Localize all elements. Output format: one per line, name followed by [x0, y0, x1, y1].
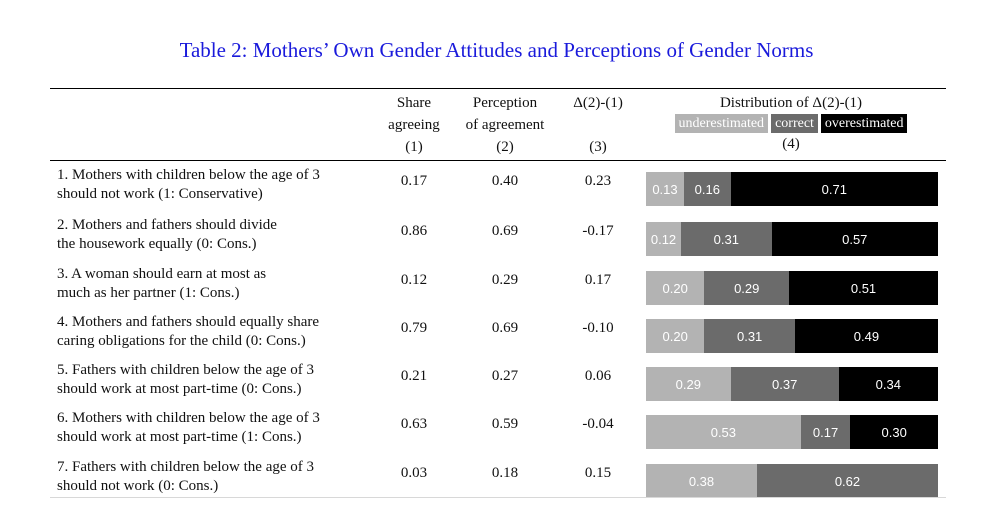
- segment-underestimated: 0.53: [646, 415, 801, 449]
- header-distribution: Distribution of Δ(2)-(1) underestimated …: [645, 92, 937, 155]
- header-line: (1): [405, 139, 423, 155]
- segment-overestimated: 0.57: [771, 222, 938, 256]
- row-label: 7. Fathers with children below the age o…: [57, 458, 377, 496]
- row-label: 4. Mothers and fathers should equally sh…: [57, 313, 377, 351]
- segment-underestimated: 0.20: [646, 319, 705, 353]
- share-cell: 0.12: [400, 272, 428, 288]
- table-row: 4. Mothers and fathers should equally sh…: [0, 313, 993, 361]
- segment-underestimated: 0.38: [646, 464, 757, 498]
- share-cell: 0.63: [400, 416, 428, 432]
- distribution-bar: 0.38 0.62: [646, 464, 938, 498]
- row-label: 6. Mothers with children below the age o…: [57, 409, 377, 447]
- distribution-bar: 0.29 0.37 0.34: [646, 367, 938, 401]
- row-label: 2. Mothers and fathers should divide the …: [57, 216, 377, 254]
- delta-cell: -0.04: [582, 416, 614, 432]
- delta-cell: 0.17: [584, 272, 612, 288]
- segment-overestimated: 0.34: [838, 367, 938, 401]
- row-label-line: caring obligations for the child (0: Con…: [57, 333, 306, 349]
- header-line: Δ(2)-(1): [573, 95, 623, 111]
- header-line: (2): [496, 139, 514, 155]
- table-title: Table 2: Mothers’ Own Gender Attitudes a…: [179, 38, 814, 62]
- row-label-line: should work at most part-time (0: Cons.): [57, 381, 302, 397]
- row-label-line: much as her partner (1: Cons.): [57, 285, 240, 301]
- legend-correct: correct: [771, 114, 818, 133]
- header-line: of agreement: [465, 117, 545, 133]
- table-row: 2. Mothers and fathers should divide the …: [0, 216, 993, 264]
- row-label-line: 5. Fathers with children below the age o…: [57, 362, 315, 378]
- share-cell: 0.17: [400, 173, 428, 189]
- row-label: 3. A woman should earn at most as much as…: [57, 265, 377, 303]
- legend-overestimated: overestimated: [820, 114, 908, 133]
- table-row: 7. Fathers with children below the age o…: [0, 458, 993, 506]
- bottom-rule: [50, 497, 946, 498]
- table-row: 6. Mothers with children below the age o…: [0, 409, 993, 457]
- distribution-bar: 0.13 0.16 0.71: [646, 172, 938, 206]
- top-rule: [50, 88, 946, 90]
- row-label: 5. Fathers with children below the age o…: [57, 361, 377, 399]
- table-row: 3. A woman should earn at most as much as…: [0, 265, 993, 313]
- header-rule: [50, 160, 946, 161]
- table-row: 5. Fathers with children below the age o…: [0, 361, 993, 409]
- header-delta: Δ(2)-(1) (3): [558, 92, 638, 158]
- table-row: 1. Mothers with children below the age o…: [0, 166, 993, 214]
- row-label: 1. Mothers with children below the age o…: [57, 166, 377, 204]
- delta-cell: -0.17: [582, 223, 614, 239]
- perception-cell: 0.18: [491, 465, 519, 481]
- legend: underestimated correct overestimated: [645, 114, 937, 133]
- header-line: agreeing: [388, 117, 440, 133]
- segment-correct: 0.31: [681, 222, 772, 256]
- perception-cell: 0.27: [491, 368, 519, 384]
- segment-overestimated: 0.49: [794, 319, 938, 353]
- row-label-line: 7. Fathers with children below the age o…: [57, 459, 315, 475]
- perception-cell: 0.69: [491, 223, 519, 239]
- row-label-line: 4. Mothers and fathers should equally sh…: [57, 314, 320, 330]
- header-perception: Perception of agreement (2): [455, 92, 555, 158]
- header-line: Perception: [472, 95, 538, 111]
- perception-cell: 0.40: [491, 173, 519, 189]
- share-cell: 0.79: [400, 320, 428, 336]
- delta-cell: -0.10: [582, 320, 614, 336]
- header-share-agreeing: Share agreeing (1): [378, 92, 450, 158]
- segment-underestimated: 0.29: [646, 367, 731, 401]
- perception-cell: 0.69: [491, 320, 519, 336]
- legend-underestimated: underestimated: [674, 114, 769, 133]
- header-line: [558, 114, 638, 136]
- row-label-line: should not work (1: Conservative): [57, 186, 263, 202]
- row-label-line: 2. Mothers and fathers should divide: [57, 217, 277, 233]
- header-line: Share: [396, 95, 432, 111]
- segment-correct: 0.29: [704, 271, 790, 305]
- segment-correct: 0.62: [756, 464, 938, 498]
- header-line: Distribution of Δ(2)-(1): [719, 95, 863, 111]
- segment-overestimated: 0.51: [789, 271, 938, 305]
- distribution-bar: 0.12 0.31 0.57: [646, 222, 938, 256]
- header-line: (3): [589, 139, 607, 155]
- perception-cell: 0.59: [491, 416, 519, 432]
- segment-underestimated: 0.12: [646, 222, 682, 256]
- row-label-line: should not work (0: Cons.): [57, 478, 219, 494]
- delta-cell: 0.06: [584, 368, 612, 384]
- segment-correct: 0.17: [800, 415, 851, 449]
- row-label-line: 1. Mothers with children below the age o…: [57, 167, 320, 183]
- perception-cell: 0.29: [491, 272, 519, 288]
- delta-cell: 0.23: [584, 173, 612, 189]
- distribution-bar: 0.53 0.17 0.30: [646, 415, 938, 449]
- delta-cell: 0.15: [584, 465, 612, 481]
- segment-underestimated: 0.20: [646, 271, 705, 305]
- row-label-line: 6. Mothers with children below the age o…: [57, 410, 320, 426]
- distribution-bar: 0.20 0.31 0.49: [646, 319, 938, 353]
- segment-underestimated: 0.13: [646, 172, 684, 206]
- segment-overestimated: 0.71: [730, 172, 938, 206]
- row-label-line: should work at most part-time (1: Cons.): [57, 429, 302, 445]
- segment-correct: 0.16: [683, 172, 731, 206]
- segment-correct: 0.31: [704, 319, 795, 353]
- segment-overestimated: 0.30: [850, 415, 938, 449]
- share-cell: 0.21: [400, 368, 428, 384]
- share-cell: 0.86: [400, 223, 428, 239]
- share-cell: 0.03: [400, 465, 428, 481]
- row-label-line: 3. A woman should earn at most as: [57, 266, 267, 282]
- row-label-line: the housework equally (0: Cons.): [57, 236, 257, 252]
- distribution-bar: 0.20 0.29 0.51: [646, 271, 938, 305]
- header-line: (4): [782, 136, 800, 152]
- segment-correct: 0.37: [730, 367, 839, 401]
